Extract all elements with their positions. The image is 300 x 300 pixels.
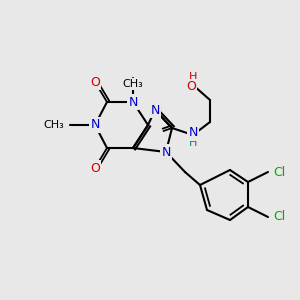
Text: O: O <box>90 76 100 88</box>
Text: CH₃: CH₃ <box>123 79 143 89</box>
Text: O: O <box>186 80 196 94</box>
Text: N: N <box>90 118 100 131</box>
Text: N: N <box>161 146 171 158</box>
Text: N: N <box>188 127 198 140</box>
Text: Cl: Cl <box>273 211 285 224</box>
Text: O: O <box>90 161 100 175</box>
Text: CH₃: CH₃ <box>43 120 64 130</box>
Text: H: H <box>189 72 197 82</box>
Text: Cl: Cl <box>273 166 285 178</box>
Text: H: H <box>189 138 197 148</box>
Text: N: N <box>150 103 160 116</box>
Text: N: N <box>128 95 138 109</box>
